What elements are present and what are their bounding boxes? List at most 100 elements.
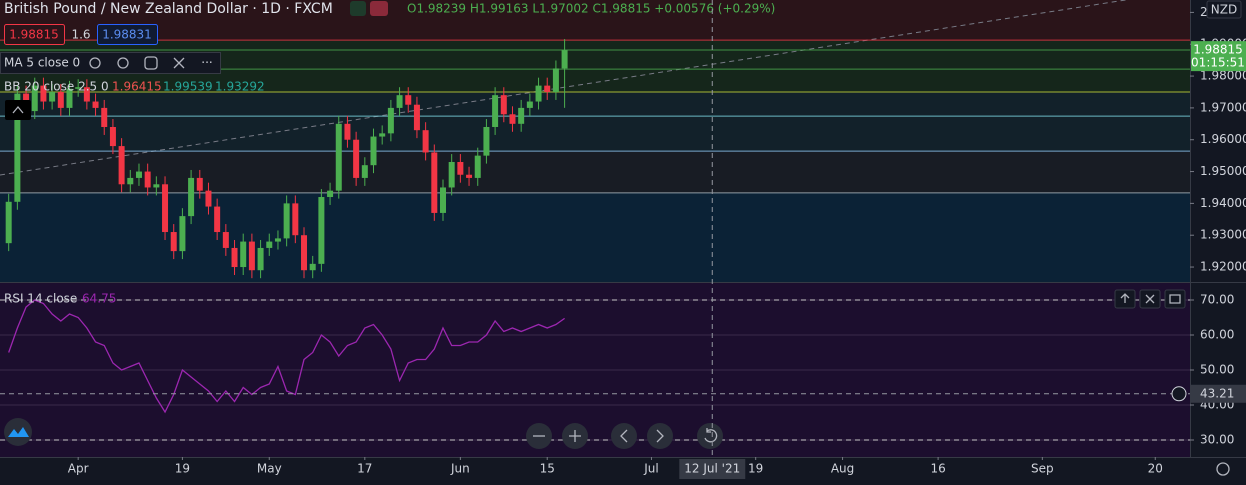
candle-body [422, 130, 429, 153]
candle-body [483, 126, 490, 156]
y-tick-label: 2 [1200, 5, 1208, 19]
bid-box[interactable] [4, 24, 65, 45]
candle-body [83, 87, 90, 102]
last-price: 1.98815 [1193, 43, 1243, 57]
candle-body [526, 101, 533, 108]
candle-body [518, 107, 525, 124]
candle-body [327, 190, 334, 198]
y-tick-label: 1.93000 [1200, 228, 1246, 242]
crosshair-date: 12 Jul '21 [684, 462, 740, 476]
candle-body [127, 177, 134, 185]
candle-body [301, 235, 308, 271]
bb-label: BB 20 close 2.5 0 [4, 80, 109, 94]
scroll-left[interactable] [611, 423, 637, 449]
bid: 1.98815 [9, 28, 59, 42]
icon[interactable] [117, 57, 129, 69]
candle-body [179, 216, 186, 252]
x-tick-label: 16 [930, 462, 945, 476]
x-tick-label: Jul [643, 462, 658, 476]
candle-body [309, 263, 316, 271]
y-tick-label: 1.96000 [1200, 132, 1246, 146]
reset[interactable] [697, 423, 723, 449]
candle-body [205, 190, 212, 207]
crosshair-tag [679, 459, 746, 479]
zone [0, 193, 1190, 282]
icon[interactable]: ··· [201, 56, 212, 70]
candle-body [144, 171, 151, 188]
candle-body [57, 91, 64, 108]
currency-box[interactable] [1206, 0, 1242, 19]
icon[interactable] [173, 57, 185, 69]
candle-body [109, 126, 116, 147]
x-tick-label: May [257, 462, 282, 476]
settings[interactable] [1216, 462, 1230, 476]
candle-body [318, 197, 325, 264]
candle-body [101, 107, 108, 127]
ask: 1.98831 [102, 28, 152, 42]
x-tick-label: 19 [175, 462, 190, 476]
candle-body [474, 155, 481, 178]
candle-body [40, 85, 47, 102]
candle-body [66, 88, 73, 108]
icon[interactable] [89, 57, 101, 69]
y-tick-label: 1.97000 [1200, 100, 1246, 114]
indicator-box [0, 52, 221, 74]
x-tick-label: 20 [1148, 462, 1163, 476]
crosshair-button [1171, 386, 1187, 402]
candle-body [431, 152, 438, 213]
pane-button[interactable] [1164, 289, 1186, 309]
x-tick-label: Jun [450, 462, 470, 476]
candle-body [92, 101, 99, 108]
crosshair-tag [1191, 384, 1246, 403]
candle-body [353, 139, 360, 178]
candle-body [405, 95, 412, 105]
currency: NZD [1211, 3, 1237, 17]
logo[interactable] [4, 418, 32, 446]
candle-body [552, 68, 559, 92]
candle-body [14, 93, 21, 202]
symbol-title: British Pound / New Zealand Dollar · 1D … [4, 1, 333, 17]
candle-body [561, 50, 568, 69]
y-tick-label: 1.95000 [1200, 164, 1246, 178]
y-tick-label: 70.00 [1200, 293, 1234, 307]
candle-body [448, 162, 455, 188]
x-tick-label: Sep [1031, 462, 1054, 476]
candle-body [344, 123, 351, 140]
x-tick-label: Aug [831, 462, 854, 476]
candle-body [500, 95, 507, 115]
candle-body [188, 177, 195, 217]
collapse-button[interactable] [5, 100, 31, 120]
candle-body [75, 87, 82, 89]
icon[interactable] [144, 56, 158, 70]
candle-body [274, 238, 281, 242]
scroll-right[interactable] [647, 423, 673, 449]
ma-label: MA 5 close 0 [4, 56, 80, 70]
candle-body [240, 241, 247, 268]
candle-body [162, 184, 169, 233]
countdown: 01:15:51 [1191, 56, 1245, 70]
x-tick-label: 19 [748, 462, 763, 476]
candle-body [118, 146, 125, 185]
nav-buttons [526, 423, 723, 449]
icon [12, 105, 24, 114]
candle-body [379, 133, 386, 137]
icon[interactable] [350, 1, 366, 16]
candle-body [248, 241, 255, 271]
ask-box[interactable] [97, 24, 158, 45]
bb-value: 1.93292 [215, 80, 265, 94]
x-tick-label: 17 [357, 462, 372, 476]
candle-body [457, 162, 464, 175]
candle-body [439, 187, 446, 213]
candle-body [257, 247, 264, 271]
bb-value: 1.96415 [112, 80, 162, 94]
spread: 1.6 [71, 28, 90, 42]
y-tick-label: 1.92000 [1200, 260, 1246, 274]
icon [1120, 293, 1181, 304]
candle-body [544, 85, 551, 92]
candle-body [535, 85, 542, 102]
icon[interactable] [370, 1, 388, 16]
price-tag [1191, 41, 1246, 72]
x-tick-label: Apr [68, 462, 89, 476]
candle-body [283, 203, 290, 239]
